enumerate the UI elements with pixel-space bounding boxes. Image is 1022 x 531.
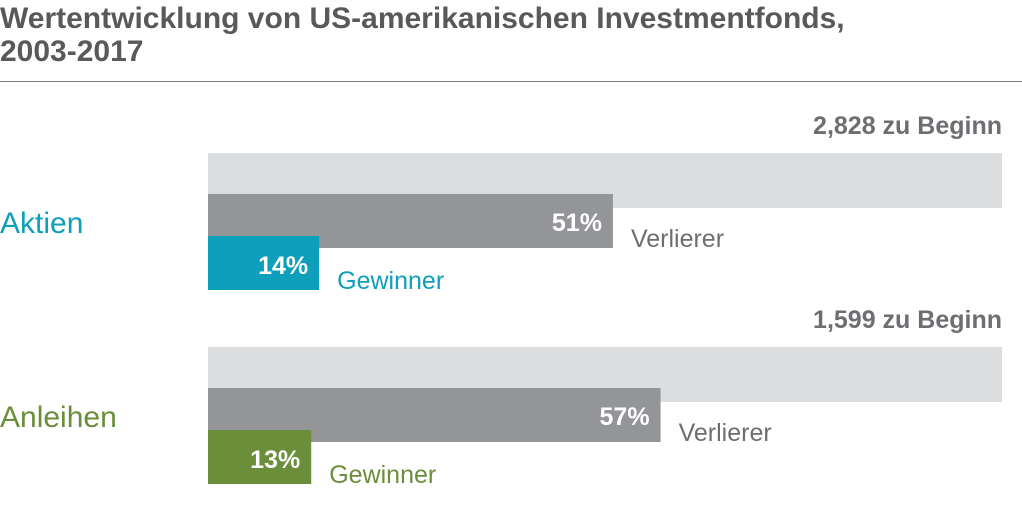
anleihen-losers-value-label: 57%	[600, 403, 650, 431]
anleihen-start-label: 1,599 zu Beginn	[813, 306, 1002, 334]
aktien-winners-label: Gewinner	[337, 267, 444, 295]
title-divider	[0, 81, 1022, 82]
anleihen-winners-bar	[208, 430, 312, 484]
anleihen-winners-value-label: 13%	[250, 446, 300, 474]
chart-title: Wertentwicklung von US-amerikanischen In…	[0, 2, 1000, 68]
anleihen-losers-label: Verlierer	[679, 419, 772, 447]
aktien-start-label: 2,828 zu Beginn	[813, 112, 1002, 140]
anleihen-winners-label: Gewinner	[329, 461, 436, 489]
chart-title-line-2: 2003-2017	[0, 35, 144, 68]
aktien-category-label: Aktien	[0, 207, 83, 240]
aktien-losers-value-label: 51%	[552, 209, 602, 237]
chart-title-line-1: Wertentwicklung von US-amerikanischen In…	[0, 2, 845, 35]
aktien-winners-value-label: 14%	[258, 252, 308, 280]
aktien-winners-bar	[208, 236, 320, 290]
anleihen-category-label: Anleihen	[0, 401, 117, 434]
aktien-losers-label: Verlierer	[631, 225, 724, 253]
